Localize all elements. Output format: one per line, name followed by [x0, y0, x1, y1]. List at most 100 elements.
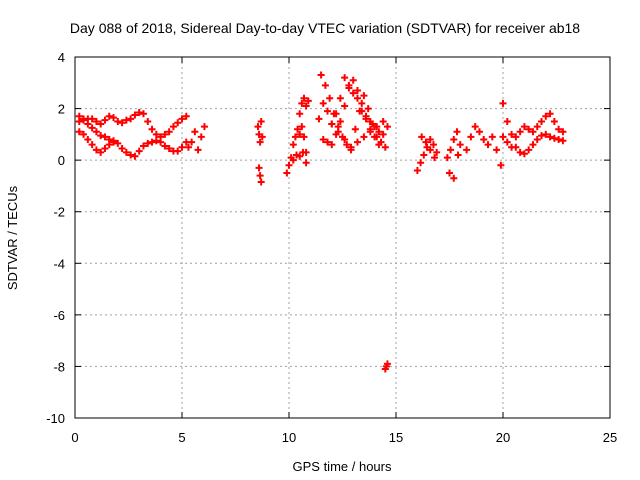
data-point	[148, 138, 156, 146]
data-point	[467, 133, 475, 141]
data-point	[499, 133, 507, 141]
data-point	[368, 120, 376, 128]
data-point	[375, 128, 383, 136]
data-point	[353, 138, 361, 146]
data-point	[426, 136, 434, 144]
data-point	[324, 138, 332, 146]
data-point	[550, 117, 558, 125]
chart-title: Day 088 of 2018, Sidereal Day-to-day VTE…	[70, 20, 580, 36]
data-point	[80, 115, 88, 123]
y-tick-label: -6	[53, 308, 65, 323]
data-point	[122, 116, 130, 124]
data-point	[555, 125, 563, 133]
data-point	[362, 112, 370, 120]
data-point	[88, 124, 96, 132]
data-point	[182, 112, 190, 120]
data-point	[383, 123, 391, 131]
x-tick-label: 20	[496, 430, 510, 445]
data-point	[161, 142, 169, 150]
data-point	[520, 123, 528, 131]
data-point	[75, 128, 83, 136]
data-point	[533, 123, 541, 131]
data-point	[371, 133, 379, 141]
data-point	[353, 94, 361, 102]
data-point	[328, 120, 336, 128]
data-point	[291, 133, 299, 141]
data-point	[165, 128, 173, 136]
data-point	[488, 133, 496, 141]
data-point	[538, 132, 546, 140]
data-point	[319, 136, 327, 144]
data-point	[92, 146, 100, 154]
data-point	[118, 119, 126, 127]
data-point	[426, 146, 434, 154]
data-point	[512, 143, 520, 151]
data-point	[101, 116, 109, 124]
data-point	[381, 143, 389, 151]
data-point	[516, 148, 524, 156]
data-point	[105, 112, 113, 120]
data-point	[131, 152, 139, 160]
data-point	[463, 146, 471, 154]
data-point	[529, 141, 537, 149]
data-point	[373, 123, 381, 131]
data-point	[456, 141, 464, 149]
data-point	[131, 111, 139, 119]
data-point	[326, 94, 334, 102]
data-point	[127, 151, 135, 159]
data-point	[450, 174, 458, 182]
data-point	[256, 172, 264, 180]
y-tick-label: -2	[53, 205, 65, 220]
data-point	[298, 123, 306, 131]
y-tick-label: -8	[53, 359, 65, 374]
data-point	[512, 133, 520, 141]
data-point	[80, 130, 88, 138]
data-point	[161, 130, 169, 138]
data-point	[375, 141, 383, 149]
data-point	[418, 133, 426, 141]
y-tick-label: 2	[58, 102, 65, 117]
x-tick-label: 25	[603, 430, 617, 445]
data-point	[300, 133, 308, 141]
y-tick-label: -10	[46, 411, 65, 426]
data-point	[493, 146, 501, 154]
data-point	[152, 137, 160, 145]
data-point	[101, 145, 109, 153]
data-point	[122, 148, 130, 156]
data-point	[157, 138, 165, 146]
data-point	[358, 99, 366, 107]
data-point	[559, 128, 567, 136]
data-point	[296, 110, 304, 118]
data-point	[135, 147, 143, 155]
data-point	[296, 152, 304, 160]
data-point	[508, 130, 516, 138]
data-point	[431, 154, 439, 162]
data-point	[110, 138, 118, 146]
data-point	[114, 139, 122, 147]
data-point	[446, 169, 453, 177]
data-point	[328, 141, 336, 149]
data-point	[92, 117, 100, 125]
data-point	[283, 169, 291, 177]
x-tick-label: 5	[178, 430, 185, 445]
y-tick-label: 4	[58, 50, 65, 65]
data-point	[555, 136, 563, 144]
data-point	[349, 76, 357, 84]
data-point	[92, 128, 100, 136]
data-point	[454, 151, 462, 159]
data-point	[191, 128, 199, 136]
data-point	[319, 99, 327, 107]
data-point	[503, 117, 511, 125]
data-point	[447, 146, 455, 154]
data-point	[529, 128, 537, 136]
data-point	[178, 143, 186, 151]
data-point	[343, 141, 351, 149]
data-point	[360, 92, 368, 100]
data-point	[351, 125, 359, 133]
data-point	[304, 97, 312, 105]
data-point	[169, 123, 177, 131]
data-point	[97, 132, 105, 140]
data-point	[256, 138, 264, 146]
data-point	[302, 159, 310, 167]
